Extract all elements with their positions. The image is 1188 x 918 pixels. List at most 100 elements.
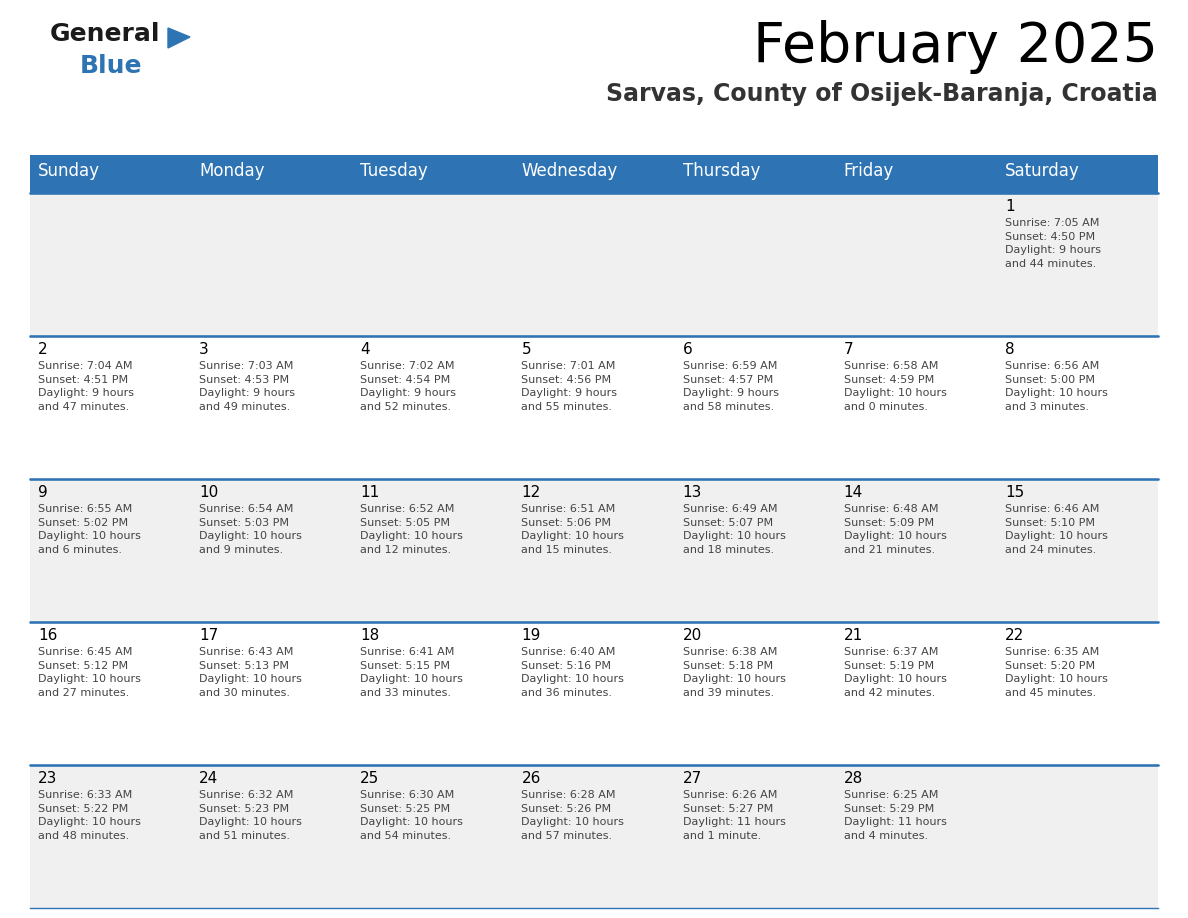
Text: Sunrise: 6:37 AM
Sunset: 5:19 PM
Daylight: 10 hours
and 42 minutes.: Sunrise: 6:37 AM Sunset: 5:19 PM Dayligh… [843,647,947,698]
Bar [30,479,191,622]
Text: 8: 8 [1005,342,1015,357]
Text: Sunrise: 6:26 AM
Sunset: 5:27 PM
Daylight: 11 hours
and 1 minute.: Sunrise: 6:26 AM Sunset: 5:27 PM Dayligh… [683,790,785,841]
Text: Sunrise: 6:28 AM
Sunset: 5:26 PM
Daylight: 10 hours
and 57 minutes.: Sunrise: 6:28 AM Sunset: 5:26 PM Dayligh… [522,790,625,841]
Text: Sunrise: 6:25 AM
Sunset: 5:29 PM
Daylight: 11 hours
and 4 minutes.: Sunrise: 6:25 AM Sunset: 5:29 PM Dayligh… [843,790,947,841]
Text: Sunrise: 7:04 AM
Sunset: 4:51 PM
Daylight: 9 hours
and 47 minutes.: Sunrise: 7:04 AM Sunset: 4:51 PM Dayligh… [38,361,134,412]
Text: 13: 13 [683,485,702,500]
Text: 6: 6 [683,342,693,357]
Text: Thursday: Thursday [683,162,760,180]
Text: Sunrise: 7:05 AM
Sunset: 4:50 PM
Daylight: 9 hours
and 44 minutes.: Sunrise: 7:05 AM Sunset: 4:50 PM Dayligh… [1005,218,1101,269]
Bar [353,336,513,479]
Bar [353,765,513,908]
Text: 5: 5 [522,342,531,357]
Text: Blue: Blue [80,54,143,78]
Bar [997,193,1158,336]
Bar [835,193,997,336]
Bar [997,479,1158,622]
Text: Saturday: Saturday [1005,162,1080,180]
Polygon shape [168,28,190,48]
Text: Sunrise: 6:45 AM
Sunset: 5:12 PM
Daylight: 10 hours
and 27 minutes.: Sunrise: 6:45 AM Sunset: 5:12 PM Dayligh… [38,647,141,698]
Text: Sunrise: 6:56 AM
Sunset: 5:00 PM
Daylight: 10 hours
and 3 minutes.: Sunrise: 6:56 AM Sunset: 5:00 PM Dayligh… [1005,361,1107,412]
Text: Sunrise: 6:43 AM
Sunset: 5:13 PM
Daylight: 10 hours
and 30 minutes.: Sunrise: 6:43 AM Sunset: 5:13 PM Dayligh… [200,647,302,698]
Bar [353,479,513,622]
Text: Sunrise: 6:52 AM
Sunset: 5:05 PM
Daylight: 10 hours
and 12 minutes.: Sunrise: 6:52 AM Sunset: 5:05 PM Dayligh… [360,504,463,554]
Bar [997,622,1158,765]
Text: 14: 14 [843,485,862,500]
Text: Sunrise: 7:03 AM
Sunset: 4:53 PM
Daylight: 9 hours
and 49 minutes.: Sunrise: 7:03 AM Sunset: 4:53 PM Dayligh… [200,361,295,412]
Bar [513,479,675,622]
Bar [30,765,191,908]
Text: Sunrise: 6:40 AM
Sunset: 5:16 PM
Daylight: 10 hours
and 36 minutes.: Sunrise: 6:40 AM Sunset: 5:16 PM Dayligh… [522,647,625,698]
Text: Monday: Monday [200,162,265,180]
Text: 2: 2 [38,342,48,357]
Text: Sunrise: 6:30 AM
Sunset: 5:25 PM
Daylight: 10 hours
and 54 minutes.: Sunrise: 6:30 AM Sunset: 5:25 PM Dayligh… [360,790,463,841]
Text: Sunrise: 6:55 AM
Sunset: 5:02 PM
Daylight: 10 hours
and 6 minutes.: Sunrise: 6:55 AM Sunset: 5:02 PM Dayligh… [38,504,141,554]
Text: Friday: Friday [843,162,895,180]
Text: 18: 18 [360,628,380,643]
Bar [675,765,835,908]
Bar [675,479,835,622]
Bar [191,479,353,622]
Bar [30,336,191,479]
Text: 4: 4 [360,342,369,357]
Text: Sunrise: 6:51 AM
Sunset: 5:06 PM
Daylight: 10 hours
and 15 minutes.: Sunrise: 6:51 AM Sunset: 5:06 PM Dayligh… [522,504,625,554]
Bar [835,155,997,193]
Text: 9: 9 [38,485,48,500]
Bar [835,622,997,765]
Bar [191,622,353,765]
Text: Sunrise: 6:35 AM
Sunset: 5:20 PM
Daylight: 10 hours
and 45 minutes.: Sunrise: 6:35 AM Sunset: 5:20 PM Dayligh… [1005,647,1107,698]
Text: 28: 28 [843,771,862,786]
Text: 12: 12 [522,485,541,500]
Text: Tuesday: Tuesday [360,162,428,180]
Bar [997,765,1158,908]
Bar [675,622,835,765]
Text: 23: 23 [38,771,57,786]
Text: Sunrise: 6:58 AM
Sunset: 4:59 PM
Daylight: 10 hours
and 0 minutes.: Sunrise: 6:58 AM Sunset: 4:59 PM Dayligh… [843,361,947,412]
Bar [30,622,191,765]
Text: Sunrise: 6:41 AM
Sunset: 5:15 PM
Daylight: 10 hours
and 33 minutes.: Sunrise: 6:41 AM Sunset: 5:15 PM Dayligh… [360,647,463,698]
Text: Sarvas, County of Osijek-Baranja, Croatia: Sarvas, County of Osijek-Baranja, Croati… [606,82,1158,106]
Text: Sunrise: 6:59 AM
Sunset: 4:57 PM
Daylight: 9 hours
and 58 minutes.: Sunrise: 6:59 AM Sunset: 4:57 PM Dayligh… [683,361,778,412]
Text: Sunrise: 7:01 AM
Sunset: 4:56 PM
Daylight: 9 hours
and 55 minutes.: Sunrise: 7:01 AM Sunset: 4:56 PM Dayligh… [522,361,618,412]
Bar [513,193,675,336]
Bar [513,155,675,193]
Text: 19: 19 [522,628,541,643]
Bar [191,155,353,193]
Text: Sunday: Sunday [38,162,100,180]
Bar [30,155,191,193]
Text: 10: 10 [200,485,219,500]
Bar [513,765,675,908]
Text: Sunrise: 6:48 AM
Sunset: 5:09 PM
Daylight: 10 hours
and 21 minutes.: Sunrise: 6:48 AM Sunset: 5:09 PM Dayligh… [843,504,947,554]
Bar [191,193,353,336]
Bar [835,336,997,479]
Bar [997,155,1158,193]
Bar [30,193,191,336]
Text: Sunrise: 6:54 AM
Sunset: 5:03 PM
Daylight: 10 hours
and 9 minutes.: Sunrise: 6:54 AM Sunset: 5:03 PM Dayligh… [200,504,302,554]
Text: 16: 16 [38,628,57,643]
Bar [675,155,835,193]
Text: 24: 24 [200,771,219,786]
Bar [191,765,353,908]
Text: Sunrise: 6:38 AM
Sunset: 5:18 PM
Daylight: 10 hours
and 39 minutes.: Sunrise: 6:38 AM Sunset: 5:18 PM Dayligh… [683,647,785,698]
Bar [675,336,835,479]
Text: Wednesday: Wednesday [522,162,618,180]
Bar [835,765,997,908]
Text: Sunrise: 6:46 AM
Sunset: 5:10 PM
Daylight: 10 hours
and 24 minutes.: Sunrise: 6:46 AM Sunset: 5:10 PM Dayligh… [1005,504,1107,554]
Text: 25: 25 [360,771,380,786]
Bar [835,479,997,622]
Text: 7: 7 [843,342,853,357]
Text: 27: 27 [683,771,702,786]
Text: Sunrise: 7:02 AM
Sunset: 4:54 PM
Daylight: 9 hours
and 52 minutes.: Sunrise: 7:02 AM Sunset: 4:54 PM Dayligh… [360,361,456,412]
Text: Sunrise: 6:33 AM
Sunset: 5:22 PM
Daylight: 10 hours
and 48 minutes.: Sunrise: 6:33 AM Sunset: 5:22 PM Dayligh… [38,790,141,841]
Text: 1: 1 [1005,199,1015,214]
Bar [191,336,353,479]
Text: 3: 3 [200,342,209,357]
Text: 15: 15 [1005,485,1024,500]
Bar [675,193,835,336]
Bar [353,155,513,193]
Text: General: General [50,22,160,46]
Text: 20: 20 [683,628,702,643]
Bar [997,336,1158,479]
Text: Sunrise: 6:49 AM
Sunset: 5:07 PM
Daylight: 10 hours
and 18 minutes.: Sunrise: 6:49 AM Sunset: 5:07 PM Dayligh… [683,504,785,554]
Text: 21: 21 [843,628,862,643]
